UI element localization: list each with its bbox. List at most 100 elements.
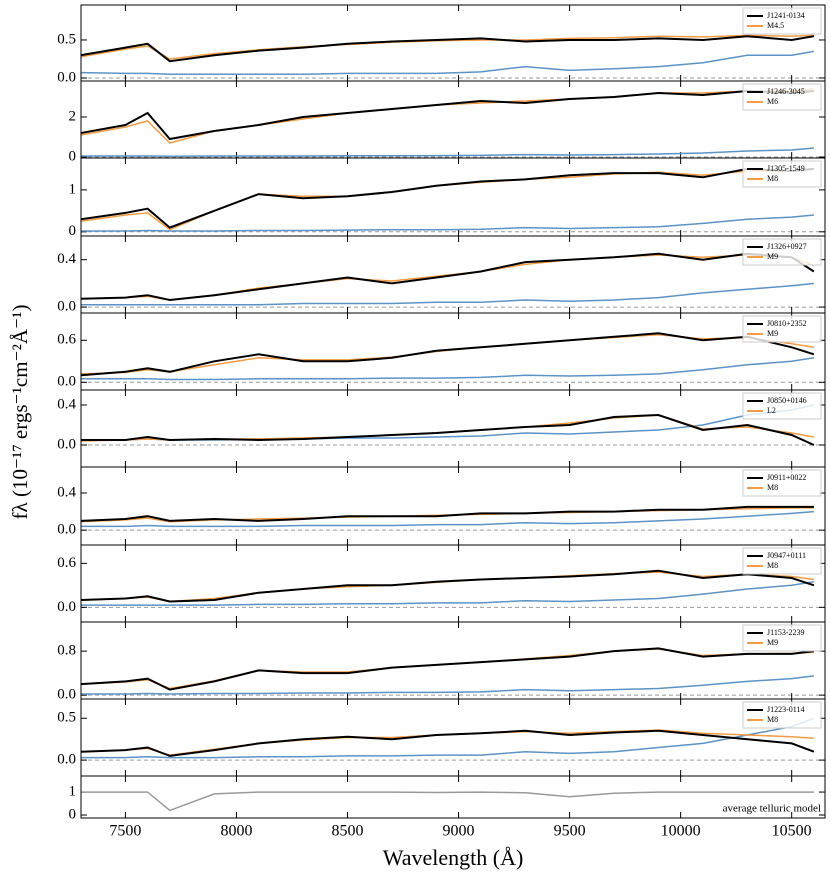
y-tick-label: 0.4 [57, 251, 76, 267]
x-tick-label: 10500 [772, 823, 812, 840]
legend-label: J1153-2239 [767, 628, 804, 637]
panel-frame [80, 466, 826, 546]
spectrum-line [81, 35, 815, 63]
spectrum-line [81, 675, 814, 695]
y-tick-label: 0.4 [57, 396, 76, 412]
spectrum-line [81, 147, 814, 157]
legend-label: M9 [767, 329, 778, 338]
spectrum-line [81, 717, 815, 759]
panel: 7500 8000 8500 9000 9500 10000 10500 0 1 average … [69, 775, 826, 870]
y-tick-label: 0.0 [57, 374, 76, 390]
y-tick-label: 0.6 [57, 332, 76, 348]
legend-label: M8 [767, 483, 778, 492]
y-tick-label: 0.0 [57, 599, 76, 615]
legend-box [742, 7, 822, 35]
spectrum-line [81, 89, 814, 141]
y-tick-label: 0.0 [57, 687, 76, 703]
legend-label: J1223-0114 [767, 705, 804, 714]
x-tick-label: 9000 [443, 823, 475, 840]
panel-frame [80, 775, 826, 819]
x-tick-label: 8500 [332, 823, 364, 840]
y-tick-label: 0.4 [57, 484, 76, 500]
legend-label: J0911+0022 [767, 473, 806, 482]
legend-label: J0947+0111 [767, 551, 806, 560]
legend-label: M4.5 [767, 21, 784, 30]
x-tick-label: 9500 [554, 823, 586, 840]
series-annotation: average telluric model [723, 803, 821, 815]
y-tick-label: 0.5 [57, 31, 76, 47]
spectrum-line [81, 404, 815, 441]
legend-box [742, 701, 822, 729]
legend-label: J0810+2352 [767, 319, 807, 328]
spectrum-line [81, 214, 814, 232]
spectrum-line [81, 569, 815, 603]
x-tick-label: 10000 [661, 823, 701, 840]
y-tick-label: 0.5 [57, 710, 76, 726]
legend-label: M8 [767, 561, 778, 570]
panel-frame [80, 698, 826, 777]
panel-frame [80, 621, 826, 700]
legend-label: L2 [767, 406, 776, 415]
legend-label: M6 [767, 97, 778, 106]
spectrum-line [81, 791, 814, 812]
legend-box [742, 238, 822, 266]
y-tick-label: 0 [69, 148, 77, 164]
spectrum-line [81, 571, 815, 603]
spectrum-line [81, 505, 814, 522]
legend-label: M9 [767, 252, 778, 261]
spectrum-line [81, 648, 814, 690]
spectrum-line [81, 252, 815, 302]
legend-box [742, 83, 822, 111]
x-tick-label: 7500 [109, 823, 141, 840]
panel-frame [80, 544, 826, 623]
y-tick-label: 0 [69, 223, 77, 239]
spectrum-line [81, 729, 815, 757]
y-tick-label: 0 [69, 806, 77, 822]
spectrum-line [81, 167, 814, 229]
y-tick-label: 0.6 [57, 555, 76, 571]
legend-label: J1326+0927 [767, 242, 807, 251]
legend-label: J1305-1549 [767, 164, 805, 173]
spectrum-line [81, 580, 815, 606]
y-tick-label: 0.0 [57, 752, 76, 768]
spectrum-line [81, 510, 814, 528]
y-tick-label: 2 [69, 108, 77, 124]
x-tick-label: 8000 [220, 823, 252, 840]
legend-label: M9 [767, 638, 778, 647]
x-axis-label: Wavelength (Å) [383, 845, 524, 870]
legend-box [742, 469, 822, 497]
panel-frame [80, 4, 826, 82]
legend-label: J1241-0134 [767, 11, 805, 20]
y-tick-label: 0.0 [57, 69, 76, 85]
legend-box [742, 624, 822, 652]
y-tick-label: 0.0 [57, 436, 76, 452]
y-tick-label: 0.0 [57, 299, 76, 315]
legend-box [742, 547, 822, 575]
legend-box [742, 160, 822, 188]
legend-box [742, 392, 822, 420]
legend-label: J1246-3045 [767, 87, 805, 96]
y-axis-label: fλ (10⁻¹⁷ ergs⁻¹cm⁻²Å⁻¹) [8, 305, 32, 520]
legend-label: M8 [767, 715, 778, 724]
spectrum-line [81, 282, 814, 306]
spectrum-line [81, 413, 815, 446]
panel-frame [80, 157, 826, 237]
spectrum-line [81, 332, 815, 377]
y-tick-label: 1 [69, 181, 77, 197]
legend-box [742, 315, 822, 343]
y-tick-label: 0.0 [57, 522, 76, 538]
spectrum-line [81, 50, 815, 75]
y-tick-label: 1 [69, 784, 77, 800]
y-tick-label: 0.8 [57, 643, 76, 659]
